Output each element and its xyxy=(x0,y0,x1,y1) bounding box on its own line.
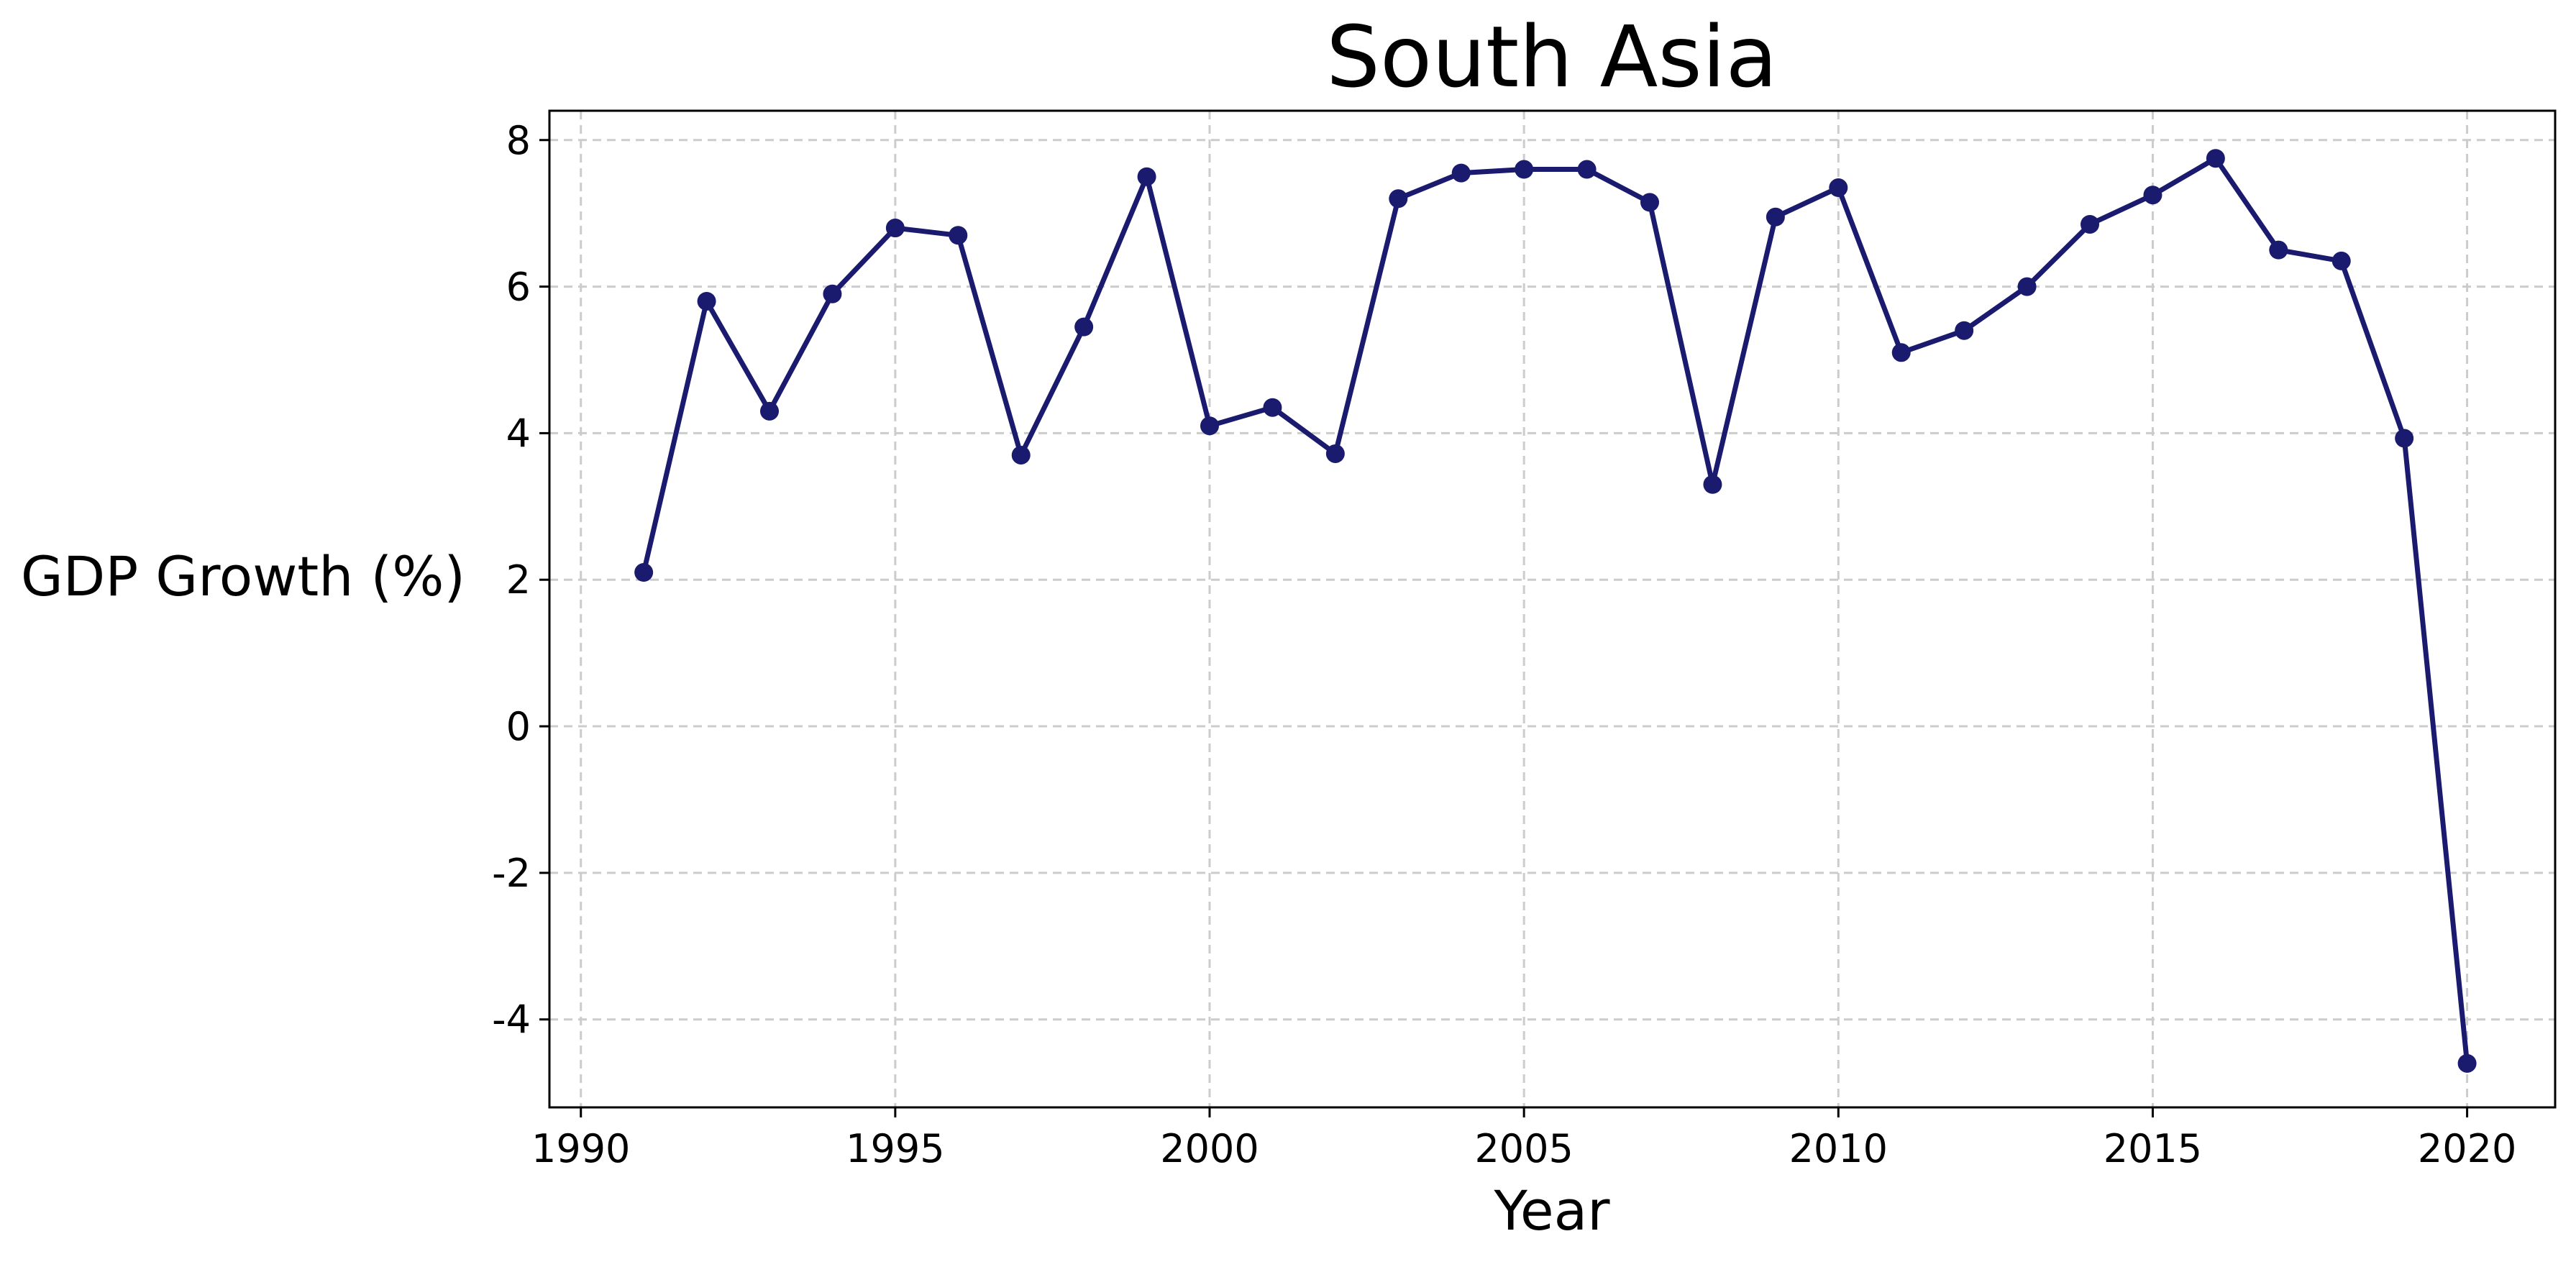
series-line xyxy=(641,155,2470,1064)
x-axis-label: Year xyxy=(1494,1179,1611,1243)
data-point xyxy=(1766,207,1785,227)
plot-area-frame xyxy=(548,109,2557,1109)
x-tick-label: 2020 xyxy=(2418,1126,2516,1171)
data-point xyxy=(1451,163,1471,183)
data-point xyxy=(2081,214,2100,234)
data-point xyxy=(1515,160,1534,179)
data-point xyxy=(1891,343,1911,362)
y-tick-label: 4 xyxy=(506,411,531,456)
x-tick-label: 2015 xyxy=(2104,1126,2202,1171)
x-tick-label: 2010 xyxy=(1789,1126,1888,1171)
y-tick-label: 2 xyxy=(506,557,531,603)
data-point xyxy=(760,401,780,421)
y-tick-label: 0 xyxy=(506,704,531,749)
data-point xyxy=(2395,429,2414,448)
y-tick-label: 6 xyxy=(506,265,531,310)
data-point xyxy=(2457,1053,2477,1073)
data-point xyxy=(1577,160,1597,179)
x-tick-label: 1995 xyxy=(846,1126,944,1171)
x-tick-label: 2000 xyxy=(1160,1126,1259,1171)
x-tick-label: 2005 xyxy=(1474,1126,1573,1171)
axis-ticks: 1990 1995 2000 2005 2010 2015 2020 -4 -2 0 2 4 6 8 xyxy=(492,118,2516,1171)
data-point xyxy=(2017,277,2037,296)
y-tick-label: -4 xyxy=(492,997,531,1043)
data-point xyxy=(2269,240,2288,260)
grid xyxy=(549,111,2555,1107)
data-point xyxy=(823,284,842,303)
data-point xyxy=(1011,445,1031,465)
data-point xyxy=(1389,189,1408,209)
data-point xyxy=(949,226,968,245)
data-point xyxy=(1325,444,1345,463)
series-layer xyxy=(634,149,2477,1073)
data-point xyxy=(2143,186,2162,205)
data-point xyxy=(1640,193,1660,212)
data-point xyxy=(1829,178,1848,198)
y-axis-label: GDP Growth (%) xyxy=(21,544,465,608)
data-point xyxy=(1200,416,1220,436)
y-tick-label: 8 xyxy=(506,118,531,163)
data-point xyxy=(1263,398,1282,417)
chart-title: South Asia xyxy=(1326,7,1778,106)
data-point xyxy=(1137,167,1156,186)
data-point xyxy=(634,563,654,582)
data-point xyxy=(1955,321,1974,340)
y-tick-label: -2 xyxy=(492,851,531,896)
x-tick-label: 1990 xyxy=(531,1126,630,1171)
data-point xyxy=(2331,251,2351,270)
data-point xyxy=(697,291,716,311)
data-point xyxy=(1703,475,1722,494)
data-point xyxy=(885,219,905,238)
data-point xyxy=(2206,149,2225,168)
data-point xyxy=(1074,317,1094,337)
